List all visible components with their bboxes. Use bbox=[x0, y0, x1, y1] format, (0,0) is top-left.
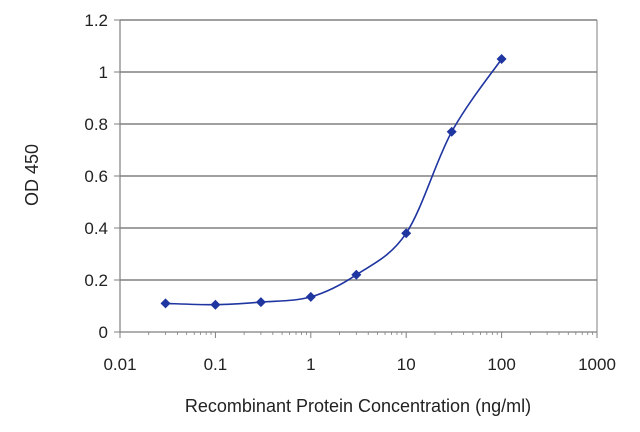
gridlines bbox=[120, 19, 597, 281]
x-tick-label: 0.01 bbox=[103, 355, 136, 374]
data-point-marker bbox=[210, 299, 221, 310]
x-tick-label: 1 bbox=[306, 355, 315, 374]
data-point-marker bbox=[160, 298, 171, 309]
y-tick-label: 0.2 bbox=[84, 271, 108, 290]
y-tick-label: 0.8 bbox=[84, 115, 108, 134]
x-tick-label: 1000 bbox=[578, 355, 616, 374]
data-point-marker bbox=[446, 126, 457, 137]
x-tick-label: 0.1 bbox=[204, 355, 228, 374]
x-tick-label: 10 bbox=[397, 355, 416, 374]
x-axis-title: Recombinant Protein Concentration (ng/ml… bbox=[185, 396, 531, 416]
data-point-marker bbox=[496, 54, 507, 64]
data-series bbox=[160, 54, 507, 310]
y-tick-label: 0.6 bbox=[84, 167, 108, 186]
x-axis-ticks: 0.01 0.1 1 10 100 1000 bbox=[103, 332, 616, 374]
y-axis-ticks: 0 0.2 0.4 0.6 0.8 1 1.2 bbox=[84, 11, 120, 342]
data-point-marker bbox=[401, 228, 412, 239]
y-tick-label: 1 bbox=[99, 63, 108, 82]
y-axis-title: OD 450 bbox=[22, 144, 42, 206]
data-point-marker bbox=[255, 297, 266, 308]
y-tick-label: 0 bbox=[99, 323, 108, 342]
x-tick-label: 100 bbox=[487, 355, 515, 374]
y-tick-label: 1.2 bbox=[84, 11, 108, 30]
data-point-marker bbox=[305, 291, 316, 302]
data-point-marker bbox=[351, 269, 362, 280]
y-tick-label: 0.4 bbox=[84, 219, 108, 238]
series-line bbox=[165, 58, 503, 306]
